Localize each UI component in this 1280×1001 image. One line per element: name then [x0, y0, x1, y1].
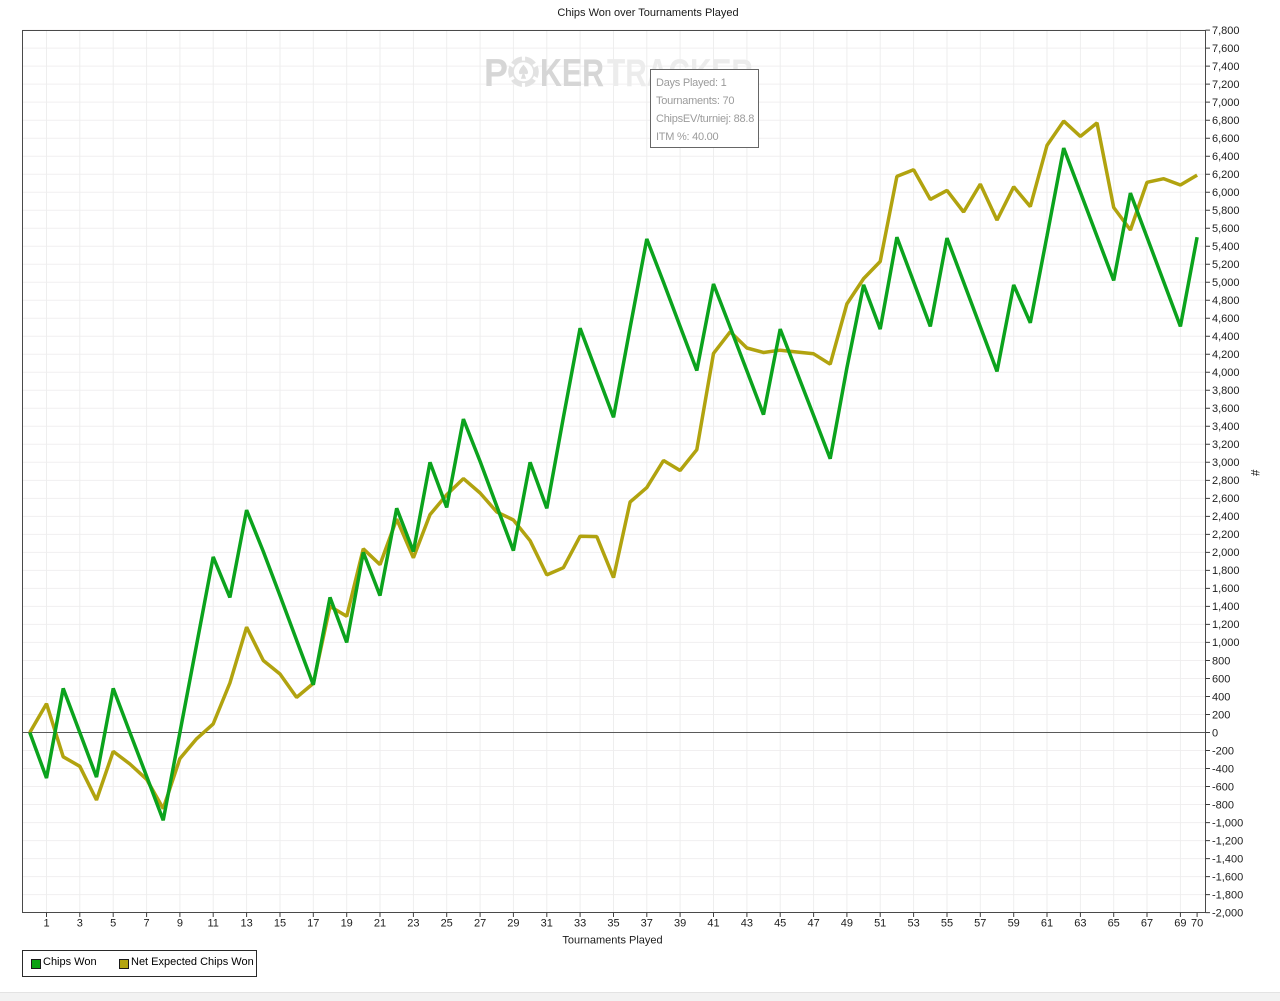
svg-text:3,200: 3,200 [1212, 439, 1240, 451]
svg-text:5: 5 [110, 918, 116, 930]
svg-text:57: 57 [974, 918, 986, 930]
svg-text:4,200: 4,200 [1212, 349, 1240, 361]
svg-text:0: 0 [1212, 727, 1218, 739]
svg-text:53: 53 [907, 918, 919, 930]
svg-text:200: 200 [1212, 709, 1230, 721]
svg-text:7,000: 7,000 [1212, 97, 1240, 109]
svg-text:3,800: 3,800 [1212, 385, 1240, 397]
svg-text:6,600: 6,600 [1212, 133, 1240, 145]
svg-text:17: 17 [307, 918, 319, 930]
svg-text:49: 49 [841, 918, 853, 930]
svg-text:600: 600 [1212, 673, 1230, 685]
svg-text:2,200: 2,200 [1212, 529, 1240, 541]
svg-text:5,800: 5,800 [1212, 205, 1240, 217]
svg-text:13: 13 [240, 918, 252, 930]
svg-text:27: 27 [474, 918, 486, 930]
svg-text:4,400: 4,400 [1212, 331, 1240, 343]
svg-text:-800: -800 [1212, 799, 1234, 811]
svg-text:1,800: 1,800 [1212, 565, 1240, 577]
svg-text:7,600: 7,600 [1212, 43, 1240, 55]
svg-text:29: 29 [507, 918, 519, 930]
svg-text:47: 47 [807, 918, 819, 930]
svg-text:4,800: 4,800 [1212, 295, 1240, 307]
svg-text:7: 7 [144, 918, 150, 930]
svg-text:59: 59 [1008, 918, 1020, 930]
svg-text:KER: KER [540, 52, 604, 95]
svg-text:31: 31 [541, 918, 553, 930]
svg-text:5,000: 5,000 [1212, 277, 1240, 289]
svg-text:25: 25 [441, 918, 453, 930]
svg-text:-400: -400 [1212, 763, 1234, 775]
svg-text:-200: -200 [1212, 745, 1234, 757]
svg-text:-2,000: -2,000 [1212, 907, 1243, 919]
svg-text:5,400: 5,400 [1212, 241, 1240, 253]
svg-text:3,000: 3,000 [1212, 457, 1240, 469]
svg-text:15: 15 [274, 918, 286, 930]
svg-text:41: 41 [707, 918, 719, 930]
svg-text:-600: -600 [1212, 781, 1234, 793]
svg-text:3,400: 3,400 [1212, 421, 1240, 433]
svg-text:6,800: 6,800 [1212, 115, 1240, 127]
svg-text:6,400: 6,400 [1212, 151, 1240, 163]
svg-text:1,600: 1,600 [1212, 583, 1240, 595]
svg-text:7,800: 7,800 [1212, 25, 1240, 37]
svg-text:4,000: 4,000 [1212, 367, 1240, 379]
svg-text:-1,600: -1,600 [1212, 871, 1243, 883]
svg-text:61: 61 [1041, 918, 1053, 930]
svg-text:35: 35 [607, 918, 619, 930]
svg-text:-1,200: -1,200 [1212, 835, 1243, 847]
svg-text:-1,000: -1,000 [1212, 817, 1243, 829]
svg-text:-1,800: -1,800 [1212, 889, 1243, 901]
svg-text:1,000: 1,000 [1212, 637, 1240, 649]
svg-text:400: 400 [1212, 691, 1230, 703]
svg-text:1,200: 1,200 [1212, 619, 1240, 631]
svg-text:3,600: 3,600 [1212, 403, 1240, 415]
svg-text:21: 21 [374, 918, 386, 930]
svg-text:7,400: 7,400 [1212, 61, 1240, 73]
svg-text:3: 3 [77, 918, 83, 930]
svg-text:Tournaments Played: Tournaments Played [562, 935, 662, 947]
svg-text:P: P [484, 52, 508, 95]
svg-text:37: 37 [641, 918, 653, 930]
svg-text:39: 39 [674, 918, 686, 930]
svg-text:19: 19 [341, 918, 353, 930]
svg-text:2,800: 2,800 [1212, 475, 1240, 487]
svg-text:7,200: 7,200 [1212, 79, 1240, 91]
svg-text:55: 55 [941, 918, 953, 930]
svg-text:6,000: 6,000 [1212, 187, 1240, 199]
svg-text:1: 1 [43, 918, 49, 930]
svg-text:-1,400: -1,400 [1212, 853, 1243, 865]
svg-text:67: 67 [1141, 918, 1153, 930]
svg-text:69: 69 [1174, 918, 1186, 930]
svg-text:2,600: 2,600 [1212, 493, 1240, 505]
svg-text:51: 51 [874, 918, 886, 930]
svg-text:5,600: 5,600 [1212, 223, 1240, 235]
svg-text:9: 9 [177, 918, 183, 930]
svg-text:43: 43 [741, 918, 753, 930]
svg-text:800: 800 [1212, 655, 1230, 667]
svg-text:23: 23 [407, 918, 419, 930]
svg-text:63: 63 [1074, 918, 1086, 930]
svg-text:4,600: 4,600 [1212, 313, 1240, 325]
svg-text:70: 70 [1191, 918, 1203, 930]
svg-text:33: 33 [574, 918, 586, 930]
svg-text:65: 65 [1108, 918, 1120, 930]
svg-text:6,200: 6,200 [1212, 169, 1240, 181]
svg-text:2,000: 2,000 [1212, 547, 1240, 559]
svg-text:1,400: 1,400 [1212, 601, 1240, 613]
svg-text:45: 45 [774, 918, 786, 930]
svg-text:#: # [1248, 470, 1260, 477]
svg-text:2,400: 2,400 [1212, 511, 1240, 523]
svg-text:5,200: 5,200 [1212, 259, 1240, 271]
svg-text:11: 11 [207, 918, 218, 930]
